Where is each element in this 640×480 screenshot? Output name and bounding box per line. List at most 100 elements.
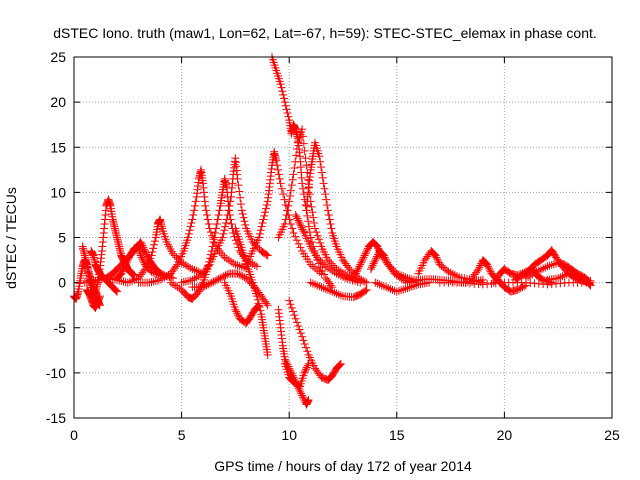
data-point-marker: [282, 105, 291, 114]
data-point-marker: [294, 239, 303, 248]
data-point-marker: [209, 238, 218, 247]
data-point-marker: [401, 276, 410, 285]
data-point-marker: [212, 219, 221, 228]
data-point-marker: [298, 184, 307, 193]
data-point-marker: [232, 307, 241, 316]
data-point-marker: [532, 267, 541, 276]
data-point-marker: [213, 215, 222, 224]
data-point-marker: [212, 224, 221, 233]
data-point-marker: [279, 190, 288, 199]
data-point-marker: [375, 280, 384, 289]
data-point-marker: [302, 161, 311, 170]
data-point-marker: [332, 289, 341, 298]
data-point-marker: [208, 242, 217, 251]
data-point-marker: [547, 260, 556, 269]
data-series: [280, 359, 313, 391]
data-point-marker: [227, 219, 236, 228]
data-point-marker: [147, 251, 156, 260]
data-point-marker: [325, 215, 334, 224]
data-point-marker: [448, 269, 457, 278]
data-point-marker: [353, 265, 362, 274]
data-series: [366, 247, 419, 287]
data-point-marker: [187, 219, 196, 228]
data-point-marker: [328, 287, 337, 296]
data-point-marker: [304, 222, 313, 231]
data-point-marker: [147, 267, 156, 276]
data-point-marker: [360, 251, 369, 260]
data-point-marker: [339, 272, 347, 281]
data-point-marker: [299, 227, 308, 236]
data-point-marker: [241, 220, 250, 229]
data-point-marker: [233, 261, 242, 270]
data-point-marker: [356, 278, 365, 287]
data-point-marker: [362, 247, 371, 256]
data-point-marker: [309, 246, 318, 255]
data-point-marker: [330, 288, 339, 297]
data-point-marker: [316, 256, 325, 265]
data-point-marker: [311, 280, 320, 289]
data-point-marker: [261, 208, 270, 217]
data-point-marker: [483, 260, 492, 269]
data-point-marker: [325, 257, 334, 266]
data-point-marker: [336, 359, 345, 368]
data-point-marker: [283, 206, 292, 215]
data-point-marker: [125, 277, 134, 286]
data-point-marker: [281, 101, 290, 110]
data-point-marker: [297, 389, 306, 398]
plot-frame: [73, 56, 613, 419]
data-point-marker: [401, 284, 410, 293]
data-point-marker: [119, 264, 128, 273]
data-point-marker: [188, 265, 197, 274]
data-point-marker: [233, 311, 242, 320]
y-axis-label: dSTEC / TECUs: [3, 187, 19, 289]
data-point-marker: [369, 259, 378, 268]
data-point-marker: [515, 284, 524, 293]
data-point-marker: [256, 226, 265, 235]
data-point-marker: [303, 347, 312, 356]
data-point-marker: [280, 219, 289, 228]
data-point-marker: [280, 94, 289, 103]
data-point-marker: [158, 274, 167, 283]
data-point-marker: [162, 272, 171, 281]
data-point-marker: [95, 292, 104, 301]
data-point-marker: [255, 229, 264, 238]
data-point-marker: [149, 277, 158, 286]
data-point-marker: [292, 236, 301, 245]
data-point-marker: [263, 350, 272, 359]
data-point-marker: [184, 262, 193, 271]
data-point-marker: [300, 146, 309, 155]
data-point-marker: [304, 217, 313, 226]
data-series: [302, 138, 371, 287]
data-point-marker: [560, 271, 569, 280]
data-point-marker: [288, 224, 297, 233]
data-point-marker: [276, 80, 285, 89]
data-point-marker: [233, 309, 242, 318]
data-point-marker: [191, 197, 200, 206]
data-point-marker: [373, 279, 382, 288]
data-point-marker: [190, 274, 199, 283]
data-point-marker: [286, 186, 295, 195]
data-point-marker: [516, 284, 525, 293]
data-point-marker: [168, 249, 177, 258]
data-point-marker: [113, 287, 122, 296]
data-point-marker: [275, 174, 284, 183]
data-point-marker: [318, 173, 327, 182]
x-axis-ticks: 0 5 10 15 20 25: [70, 57, 620, 443]
data-point-marker: [313, 281, 322, 290]
data-point-marker: [236, 271, 245, 280]
data-point-marker: [181, 261, 190, 270]
data-point-marker: [120, 262, 129, 271]
data-point-marker: [218, 273, 227, 282]
data-point-marker: [357, 258, 366, 267]
data-point-marker: [291, 157, 300, 166]
data-point-marker: [318, 266, 327, 275]
y-tick-label: 10: [50, 184, 66, 200]
data-point-marker: [484, 262, 493, 271]
data-point-marker: [474, 265, 483, 274]
data-point-marker: [306, 278, 315, 287]
data-point-marker: [279, 90, 288, 99]
data-point-marker: [218, 233, 227, 242]
data-point-marker: [184, 277, 193, 285]
data-point-marker: [397, 274, 406, 283]
data-point-marker: [149, 244, 158, 253]
